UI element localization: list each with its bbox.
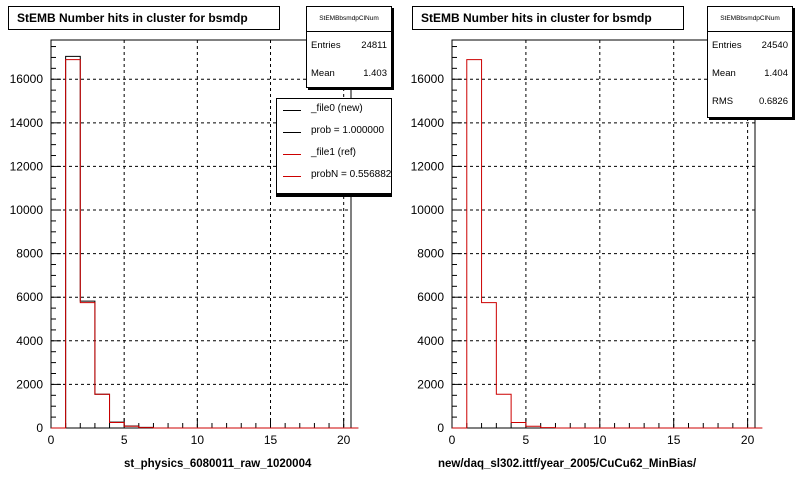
stats-row-rms: RMS 0.6826 [708, 88, 792, 116]
legend-line-black [283, 132, 301, 133]
legend-label: probN = 0.556882 [311, 169, 392, 180]
x-tick-label: 10 [593, 433, 607, 447]
y-tick-label: 2000 [16, 377, 43, 391]
stats-label: Mean [712, 68, 736, 79]
stats-label: Entries [311, 40, 341, 51]
legend-entry-prob: prob = 1.000000 [277, 121, 391, 143]
y-tick-label: 14000 [411, 116, 445, 130]
histogram-series [51, 59, 359, 429]
stats-value: 1.403 [363, 68, 387, 79]
y-tick-label: 8000 [16, 247, 43, 261]
y-tick-label: 16000 [411, 72, 445, 86]
y-tick-label: 6000 [16, 290, 43, 304]
x-tick-label: 20 [337, 433, 351, 447]
y-tick-label: 8000 [417, 247, 444, 261]
histogram-series [452, 59, 763, 429]
stats-box-right: StEMBbsmdpClNum Entries 24540 Mean 1.404… [707, 6, 793, 118]
x-axis-label-left: st_physics_6080011_raw_1020004 [124, 458, 312, 470]
x-axis-label-right: new/daq_sl302.ittf/year_2005/CuCu62_MinB… [438, 458, 697, 470]
histogram-title-right: StEMB Number hits in cluster for bsmdp [412, 6, 684, 30]
legend-line-black [283, 110, 301, 111]
y-tick-label: 6000 [417, 290, 444, 304]
histogram-title-left: StEMB Number hits in cluster for bsmdp [8, 6, 280, 30]
stats-histogram-name: StEMBbsmdpClNum [307, 7, 391, 32]
stats-label: Entries [712, 40, 742, 51]
legend-box-left: _file0 (new) prob = 1.000000 _file1 (ref… [276, 98, 392, 194]
y-tick-label: 10000 [411, 203, 445, 217]
legend-label: prob = 1.000000 [311, 125, 385, 136]
legend-line-red [283, 154, 301, 155]
stats-row-entries: Entries 24540 [708, 32, 792, 60]
x-tick-label: 0 [449, 433, 456, 447]
y-tick-label: 12000 [10, 159, 44, 173]
x-tick-label: 10 [191, 433, 205, 447]
x-tick-label: 5 [523, 433, 530, 447]
x-tick-label: 20 [741, 433, 755, 447]
y-tick-label: 4000 [417, 334, 444, 348]
legend-label: _file1 (ref) [311, 147, 357, 158]
y-tick-label: 16000 [10, 72, 44, 86]
y-tick-label: 4000 [16, 334, 43, 348]
y-tick-label: 10000 [10, 203, 44, 217]
legend-entry-probn: probN = 0.556882 [277, 165, 391, 187]
stats-box-left: StEMBbsmdpClNum Entries 24811 Mean 1.403 [306, 6, 392, 88]
x-tick-label: 15 [667, 433, 681, 447]
y-tick-label: 0 [36, 421, 43, 435]
stats-row-mean: Mean 1.404 [708, 60, 792, 88]
stats-row-mean: Mean 1.403 [307, 60, 391, 88]
stats-value: 24811 [361, 40, 387, 51]
stats-value: 1.404 [764, 68, 788, 79]
y-tick-label: 0 [437, 421, 444, 435]
stats-histogram-name: StEMBbsmdpClNum [708, 7, 792, 32]
y-tick-label: 2000 [417, 377, 444, 391]
legend-entry-ref: _file1 (ref) [277, 143, 391, 165]
stats-label: RMS [712, 96, 734, 107]
y-tick-label: 14000 [10, 116, 44, 130]
y-tick-label: 12000 [411, 159, 445, 173]
x-tick-label: 5 [121, 433, 128, 447]
legend-entry-new: _file0 (new) [277, 99, 391, 121]
x-tick-label: 0 [48, 433, 55, 447]
legend-line-red [283, 176, 301, 177]
stats-label: Mean [311, 68, 335, 79]
stats-value: 24540 [761, 40, 788, 51]
legend-label: _file0 (new) [311, 103, 363, 114]
stats-value: 0.6826 [758, 96, 788, 107]
x-tick-label: 15 [264, 433, 278, 447]
stats-row-entries: Entries 24811 [307, 32, 391, 60]
